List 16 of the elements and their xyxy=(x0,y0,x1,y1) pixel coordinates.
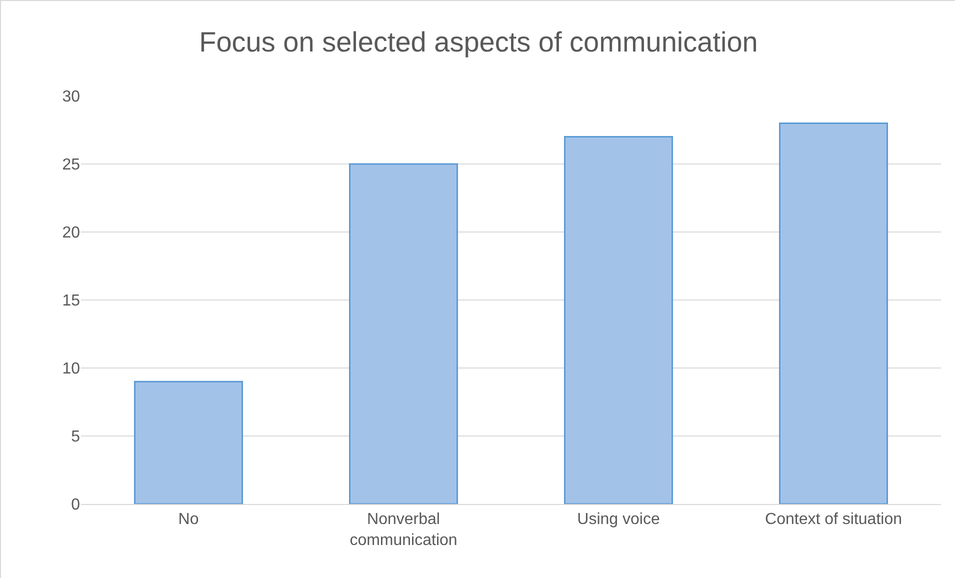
y-tick-label: 15 xyxy=(62,292,80,310)
bar xyxy=(779,122,888,504)
y-tick-label: 0 xyxy=(71,496,80,514)
y-tick-label: 30 xyxy=(62,88,80,106)
y-tick-label: 5 xyxy=(71,428,80,446)
x-tick-label: Using voice xyxy=(577,511,660,528)
x-tick-label: No xyxy=(178,511,199,528)
x-tick-label: Context of situation xyxy=(765,511,902,528)
chart-title: Focus on selected aspects of communication xyxy=(199,26,758,58)
y-tick-label: 25 xyxy=(62,156,80,174)
bar xyxy=(349,163,458,504)
bar xyxy=(564,136,673,504)
y-tick-label: 20 xyxy=(62,224,80,242)
y-tick-label: 10 xyxy=(62,360,80,378)
bar xyxy=(134,380,243,504)
x-tick-label: Nonverbal communication xyxy=(350,511,458,549)
